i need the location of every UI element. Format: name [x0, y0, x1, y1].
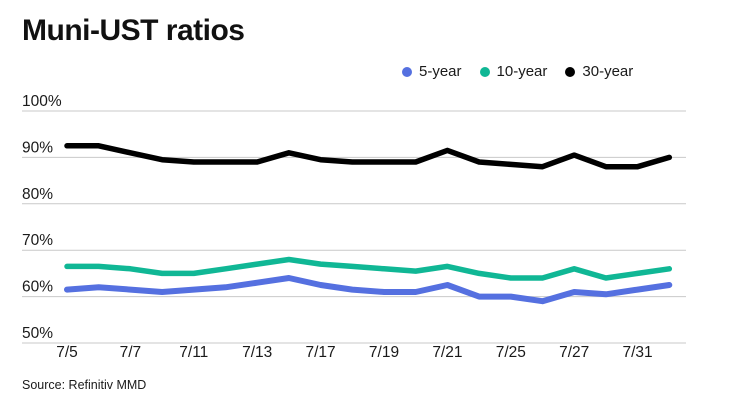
x-tick-label: 7/19 — [369, 344, 399, 361]
legend-dot-icon — [402, 66, 412, 77]
series-line-10-year — [64, 256, 673, 281]
legend-item-5-year: 5-year — [402, 63, 462, 80]
y-tick-label: 60% — [22, 279, 53, 296]
legend-dot-icon — [479, 66, 490, 77]
x-tick-label: 7/11 — [179, 344, 208, 361]
y-tick-label: 100% — [22, 93, 62, 110]
legend-dot-icon — [565, 66, 576, 77]
x-tick-label: 7/5 — [56, 344, 78, 361]
series-line-5-year — [64, 275, 673, 305]
series-line-30-year — [64, 143, 673, 170]
legend-item-30-year: 30-year — [565, 63, 633, 80]
legend: 5-year 10-year 30-year — [402, 63, 633, 80]
y-tick-label: 50% — [22, 325, 53, 342]
x-tick-label: 7/7 — [120, 344, 142, 361]
legend-label: 5-year — [419, 63, 462, 80]
page-title: Muni-UST ratios — [22, 14, 245, 47]
y-tick-label: 70% — [22, 232, 53, 249]
legend-item-10-year: 10-year — [479, 63, 548, 80]
x-tick-label: 7/21 — [432, 344, 462, 361]
x-tick-label: 7/25 — [496, 344, 526, 361]
legend-label: 30-year — [582, 63, 634, 80]
y-tick-label: 80% — [22, 186, 53, 203]
legend-label: 10-year — [496, 63, 548, 80]
source-note: Source: Refinitiv MMD — [22, 378, 147, 392]
x-tick-label: 7/31 — [623, 344, 653, 361]
x-tick-label: 7/13 — [242, 344, 272, 361]
x-tick-label: 7/17 — [306, 344, 336, 361]
x-tick-label: 7/27 — [559, 344, 589, 361]
y-tick-label: 90% — [22, 139, 53, 156]
